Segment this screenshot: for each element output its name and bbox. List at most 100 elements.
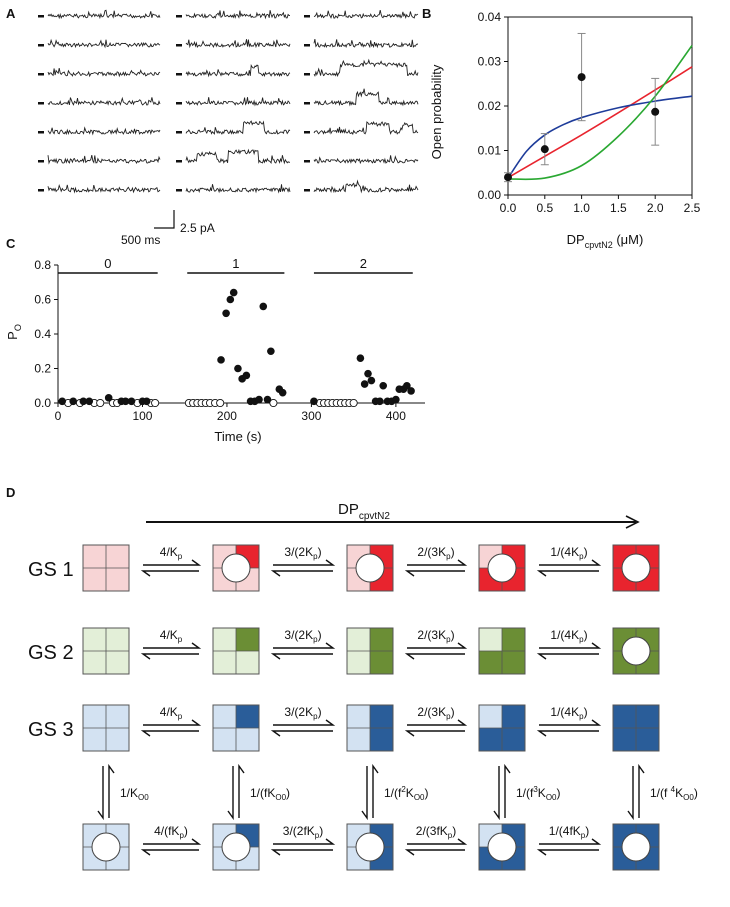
c-x-tick-label: 400 — [386, 409, 406, 423]
open-pore-circle — [355, 553, 385, 583]
c-filled-point — [259, 302, 268, 311]
trace-baseline-marker — [304, 189, 310, 192]
rate-label: 2/(3Kp) — [417, 705, 454, 721]
b-x-tick-label: 2.0 — [647, 201, 664, 215]
c-x-tick-label: 200 — [217, 409, 237, 423]
b-y-tick-label: 0.02 — [478, 99, 502, 113]
trace-baseline-marker — [176, 131, 182, 134]
subunit-quadrant — [370, 728, 393, 751]
subunit-quadrant — [613, 705, 636, 728]
single-channel-trace — [313, 121, 419, 136]
subunit-quadrant — [83, 568, 106, 591]
panel-a-letter: A — [6, 6, 16, 21]
b-data-point — [540, 145, 549, 154]
down-arrow — [97, 766, 104, 821]
c-x-axis-label: Time (s) — [214, 429, 261, 444]
open-pore-circle — [621, 832, 651, 862]
reverse-arrow — [270, 653, 333, 660]
subunit-quadrant — [236, 628, 259, 651]
single-channel-trace — [313, 10, 419, 19]
subunit-quadrant — [213, 705, 236, 728]
single-channel-trace — [313, 39, 419, 49]
single-channel-trace — [47, 38, 161, 49]
c-filled-point — [379, 381, 388, 390]
reverse-arrow — [140, 570, 199, 577]
subunit-quadrant — [613, 728, 636, 751]
c-filled-point — [234, 364, 242, 373]
row-label: GS 3 — [28, 719, 74, 741]
b-data-point — [504, 173, 512, 182]
c-filled-point — [226, 295, 235, 304]
rate-label: 3/(2Kp) — [284, 705, 321, 721]
reverse-arrow — [536, 730, 599, 737]
trace-baseline-marker — [304, 44, 310, 47]
subunit-quadrant — [83, 705, 106, 728]
scale-bar-current-label: 2.5 pA — [180, 221, 215, 235]
single-channel-trace — [313, 155, 419, 165]
b-x-tick-label: 0.0 — [500, 201, 517, 215]
c-filled-point — [356, 354, 365, 362]
current-traces — [38, 9, 419, 194]
subunit-quadrant — [636, 728, 659, 751]
subunit-quadrant — [213, 651, 236, 674]
c-filled-point — [310, 397, 318, 406]
rate-label: 1/(4Kp) — [550, 545, 587, 561]
c-filled-point — [278, 388, 287, 397]
down-arrow — [493, 766, 500, 821]
single-channel-trace — [47, 68, 161, 78]
row-label: GS 2 — [28, 642, 74, 664]
forward-arrow — [407, 559, 468, 566]
c-filled-point — [121, 397, 130, 406]
trace-baseline-marker — [176, 15, 182, 18]
down-arrow — [627, 766, 634, 821]
trace-baseline-marker — [38, 102, 44, 105]
b-plot-frame — [507, 16, 693, 196]
trace-baseline-marker — [304, 15, 310, 18]
trace-baseline-marker — [38, 73, 44, 76]
c-x-tick-label: 100 — [132, 409, 152, 423]
rate-label: 1/(4fKp) — [549, 824, 589, 840]
c-filled-point — [263, 395, 272, 404]
open-pore-circle — [91, 832, 121, 862]
rate-label: 2/(3Kp) — [417, 628, 454, 644]
single-channel-trace — [47, 126, 161, 136]
forward-arrow — [143, 719, 202, 726]
single-channel-trace — [313, 179, 419, 194]
subunit-quadrant — [636, 705, 659, 728]
subunit-quadrant — [213, 728, 236, 751]
c-filled-point — [367, 376, 376, 385]
subunit-quadrant — [370, 651, 393, 674]
c-filled-point — [255, 395, 263, 404]
forward-arrow — [539, 642, 602, 649]
panel-d-letter: D — [6, 485, 15, 500]
rate-label: 4/Kp — [160, 628, 183, 644]
rate-label: 4/Kp — [160, 545, 183, 561]
subunit-quadrant — [479, 705, 502, 728]
open-pore-circle — [487, 553, 517, 583]
c-x-tick-label: 300 — [301, 409, 321, 423]
forward-arrow — [143, 642, 202, 649]
c-y-tick-label: 0.8 — [34, 258, 51, 272]
trace-baseline-marker — [38, 189, 44, 192]
reverse-arrow — [140, 849, 199, 856]
vertical-rate-label: 1/(fKO0) — [250, 786, 290, 802]
forward-arrow — [143, 838, 202, 845]
subunit-quadrant — [236, 651, 259, 674]
subunit-quadrant — [347, 651, 370, 674]
subunit-quadrant — [502, 628, 525, 651]
c-filled-point — [69, 397, 78, 406]
rate-label: 3/(2fKp) — [283, 824, 323, 840]
subunit-quadrant — [347, 705, 370, 728]
b-data-point — [577, 73, 586, 82]
c-y-tick-label: 0.2 — [34, 362, 51, 376]
up-arrow — [108, 763, 115, 818]
up-arrow — [372, 763, 379, 818]
c-condition-label: 2 — [360, 256, 367, 271]
forward-arrow — [273, 838, 336, 845]
up-arrow — [638, 763, 645, 818]
subunit-quadrant — [106, 628, 129, 651]
c-y-tick-label: 0.6 — [34, 293, 51, 307]
rate-label: 2/(3fKp) — [416, 824, 456, 840]
reverse-arrow — [404, 730, 465, 737]
rate-label: 1/(4Kp) — [550, 705, 587, 721]
